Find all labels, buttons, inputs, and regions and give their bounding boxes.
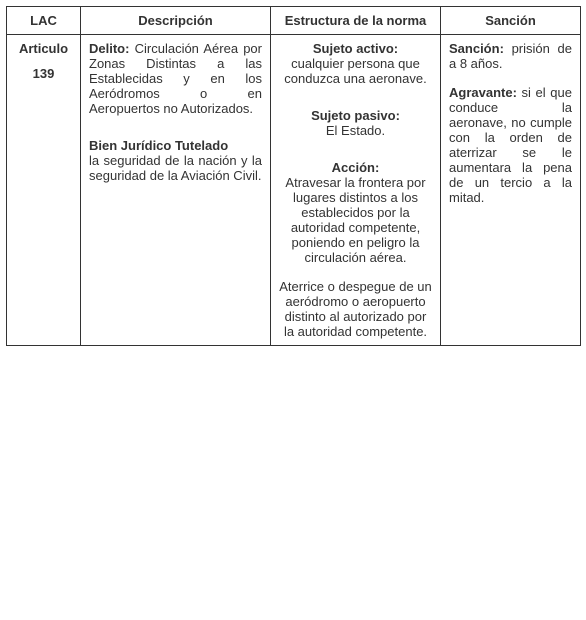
header-lac: LAC: [7, 7, 81, 35]
sujeto-activo-block: Sujeto activo: cualquier persona que con…: [279, 41, 432, 86]
cell-estructura: Sujeto activo: cualquier persona que con…: [271, 35, 441, 346]
agravante-label: Agravante:: [449, 85, 517, 100]
header-estructura: Estructura de la norma: [271, 7, 441, 35]
sujeto-pasivo-block: Sujeto pasivo: El Estado.: [279, 108, 432, 138]
legal-table: LAC Descripción Estructura de la norma S…: [6, 6, 581, 346]
delito-block: Delito: Circulación Aérea por Zonas Dist…: [89, 41, 262, 116]
lac-articulo: Articulo: [15, 41, 72, 56]
accion-label: Acción:: [279, 160, 432, 175]
lac-numero: 139: [15, 66, 72, 81]
bien-block: Bien Jurídico Tutelado la seguridad de l…: [89, 138, 262, 183]
cell-lac: Articulo 139: [7, 35, 81, 346]
cell-descripcion: Delito: Circulación Aérea por Zonas Dist…: [81, 35, 271, 346]
cell-sancion: Sanción: prisión de a 8 años. Agravante:…: [441, 35, 581, 346]
accion-block: Acción: Atravesar la frontera por lugare…: [279, 160, 432, 339]
sujeto-pasivo-text: El Estado.: [279, 123, 432, 138]
sujeto-activo-label: Sujeto activo:: [279, 41, 432, 56]
sancion-block: Sanción: prisión de a 8 años.: [449, 41, 572, 71]
header-row: LAC Descripción Estructura de la norma S…: [7, 7, 581, 35]
sujeto-activo-text: cualquier persona que conduzca una aeron…: [279, 56, 432, 86]
header-sancion: Sanción: [441, 7, 581, 35]
sujeto-pasivo-label: Sujeto pasivo:: [279, 108, 432, 123]
agravante-block: Agravante: si el que conduce la aeronave…: [449, 85, 572, 205]
bien-text: la seguridad de la nación y la seguridad…: [89, 153, 262, 183]
sancion-label: Sanción:: [449, 41, 504, 56]
header-descripcion: Descripción: [81, 7, 271, 35]
accion-text2: Aterrice o despegue de un aeródromo o ae…: [279, 279, 432, 339]
agravante-text: si el que conduce la aeronave, no cumple…: [449, 85, 572, 205]
table-row: Articulo 139 Delito: Circulación Aérea p…: [7, 35, 581, 346]
delito-label: Delito:: [89, 41, 129, 56]
bien-label: Bien Jurídico Tutelado: [89, 138, 262, 153]
accion-text1: Atravesar la frontera por lugares distin…: [279, 175, 432, 265]
